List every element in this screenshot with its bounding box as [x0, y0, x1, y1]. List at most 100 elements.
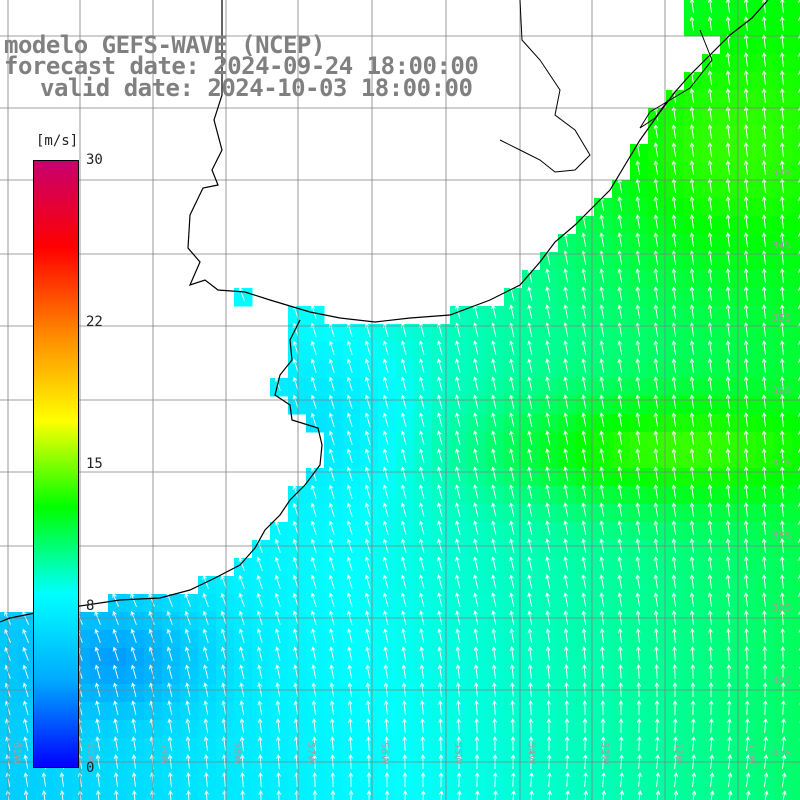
wind-arrow	[419, 466, 425, 481]
wind-arrow	[637, 772, 642, 788]
wind-arrow	[761, 556, 767, 572]
wind-arrow	[635, 628, 641, 644]
wind-arrow	[671, 448, 677, 464]
wind-arrow	[707, 556, 713, 572]
wind-arrow	[691, 736, 696, 752]
wind-arrow	[546, 664, 551, 680]
wind-arrow	[761, 394, 767, 410]
wind-arrow	[655, 736, 660, 752]
wind-cell	[792, 486, 800, 505]
wind-arrow	[690, 664, 696, 680]
wind-arrow	[364, 340, 371, 355]
wind-arrow	[438, 772, 444, 788]
wind-cell	[792, 72, 800, 91]
wind-arrow	[564, 700, 570, 716]
wind-arrow	[328, 520, 335, 535]
wind-arrow	[493, 790, 498, 800]
wind-arrow	[23, 790, 29, 800]
wind-arrow	[673, 736, 678, 752]
wind-arrow	[779, 376, 785, 392]
wind-arrow	[635, 574, 641, 590]
wind-arrow	[743, 52, 749, 68]
wind-arrow	[220, 574, 227, 589]
wind-arrow	[131, 736, 137, 752]
wind-arrow	[312, 790, 318, 800]
wind-arrow	[635, 376, 641, 392]
wind-arrow	[563, 394, 569, 410]
wind-arrow	[382, 592, 389, 607]
wind-arrow	[725, 358, 731, 374]
wind-arrow	[709, 736, 714, 752]
wind-arrow	[798, 0, 800, 4]
wind-arrow	[419, 358, 425, 373]
wind-arrow	[761, 0, 767, 14]
wind-arrow	[617, 466, 623, 482]
wind-arrow	[798, 160, 800, 166]
wind-arrow	[509, 304, 515, 319]
wind-arrow	[311, 664, 317, 680]
wind-cell	[684, 792, 703, 800]
wind-arrow	[402, 772, 408, 788]
wind-arrow	[310, 556, 317, 571]
wind-arrow	[636, 664, 641, 680]
wind-arrow	[292, 592, 299, 607]
wind-arrow	[781, 772, 787, 788]
wind-arrow	[456, 700, 461, 716]
wind-arrow	[310, 304, 317, 319]
wind-arrow	[617, 268, 623, 284]
wind-arrow	[725, 304, 731, 320]
wind-arrow	[509, 592, 515, 608]
wind-arrow	[564, 736, 570, 752]
wind-cell	[792, 270, 800, 289]
wind-arrow	[726, 700, 732, 716]
wind-arrow	[130, 646, 137, 661]
wind-arrow	[275, 646, 281, 661]
wind-arrow	[761, 358, 767, 374]
wind-arrow	[328, 340, 335, 355]
wind-arrow	[364, 394, 371, 409]
wind-arrow	[473, 592, 479, 607]
wind-arrow	[635, 304, 641, 320]
wind-arrow	[655, 790, 661, 800]
wind-arrow	[382, 376, 389, 391]
wind-arrow	[474, 700, 479, 716]
wind-arrow	[743, 304, 749, 320]
wind-arrow	[457, 790, 462, 800]
wind-arrow	[617, 286, 623, 302]
wind-arrow	[545, 376, 551, 392]
wind-arrow	[455, 430, 461, 445]
wind-arrow	[671, 124, 677, 140]
wind-arrow	[383, 628, 389, 644]
wind-arrow	[420, 790, 426, 800]
wind-arrow	[725, 196, 731, 212]
wind-arrow	[310, 358, 317, 373]
wind-arrow	[617, 394, 623, 410]
wind-arrow	[653, 160, 659, 176]
wind-arrow	[148, 664, 155, 679]
wind-arrow	[310, 502, 317, 517]
wind-arrow	[509, 358, 515, 373]
wind-arrow	[238, 556, 245, 571]
wind-arrow	[707, 88, 713, 104]
wind-arrow	[546, 736, 552, 752]
wind-arrow	[474, 736, 480, 752]
wind-arrow	[328, 574, 335, 589]
wind-arrow	[346, 592, 353, 607]
wind-arrow	[635, 358, 641, 374]
wind-arrow	[709, 772, 715, 788]
wind-arrow	[257, 736, 263, 752]
wind-arrow	[743, 286, 749, 302]
wind-arrow	[400, 466, 407, 481]
wind-arrow	[528, 736, 534, 752]
wind-arrow	[565, 790, 570, 800]
latitude-label: 39S	[772, 603, 791, 614]
wind-cell	[792, 108, 800, 127]
wind-arrow	[492, 772, 498, 788]
wind-arrow	[491, 448, 497, 463]
wind-arrow	[798, 250, 800, 256]
wind-arrow	[527, 394, 533, 410]
wind-arrow	[745, 718, 750, 734]
wind-arrow	[529, 790, 534, 800]
wind-cell	[792, 756, 800, 775]
wind-arrow	[364, 484, 371, 499]
